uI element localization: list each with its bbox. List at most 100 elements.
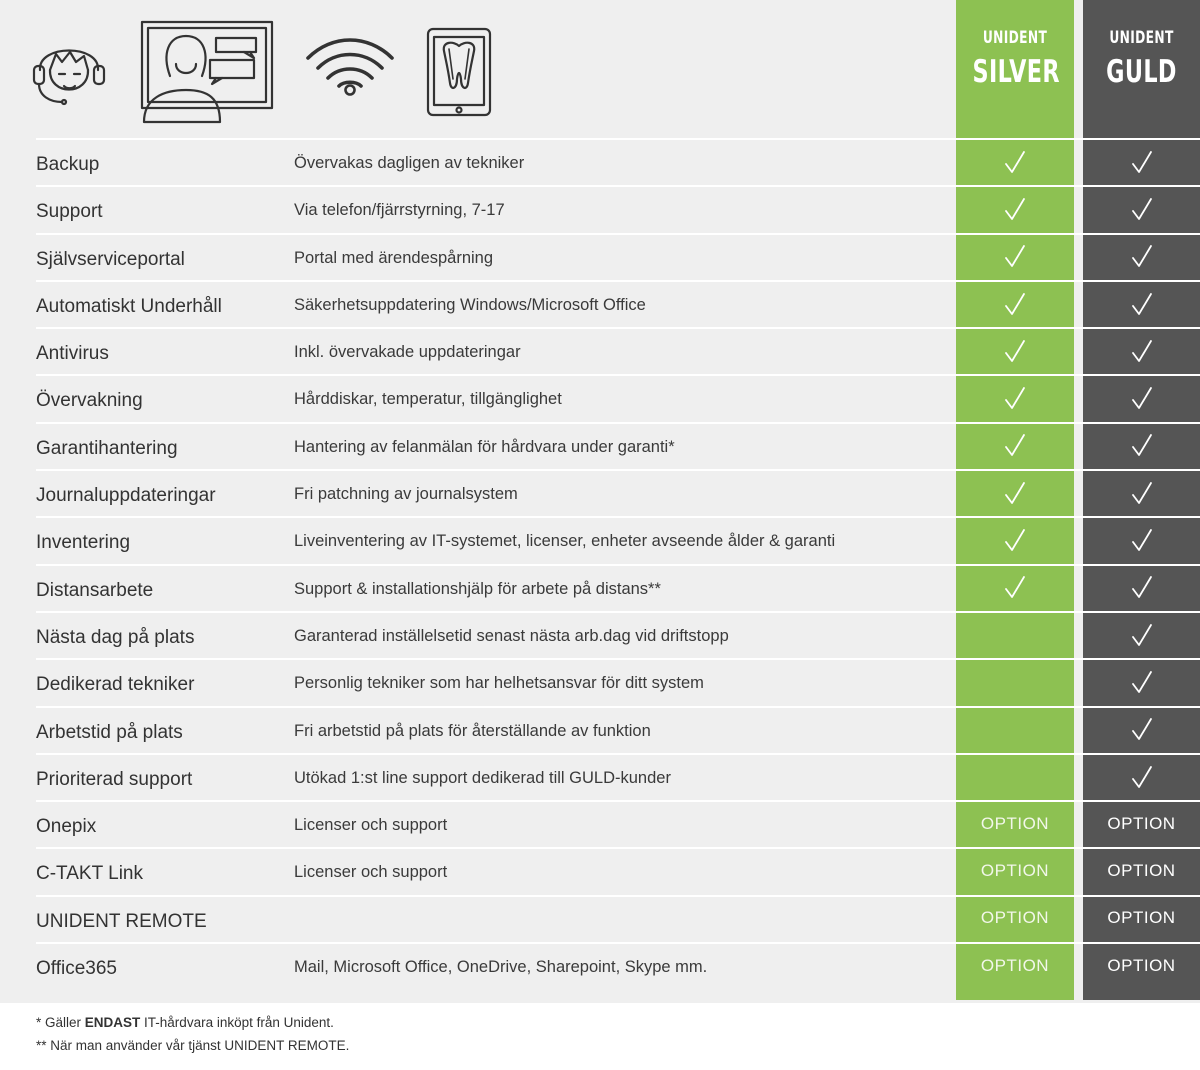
silver-check-icon <box>956 138 1074 185</box>
feature-name: Support <box>36 201 103 223</box>
feature-name: Prioriterad support <box>36 768 193 790</box>
silver-empty-cell <box>956 611 1074 658</box>
guld-check-icon <box>1083 469 1200 516</box>
silver-option-label: OPTION <box>980 955 1050 975</box>
guld-check-icon <box>1083 138 1200 185</box>
silver-check-icon <box>956 233 1074 280</box>
feature-description: Portal med ärendespårning <box>294 248 494 267</box>
table-row: Inventering Liveinventering av IT-systeme… <box>0 516 1200 563</box>
feature-name: Antivirus <box>36 343 109 365</box>
table-row: Automatiskt Underhåll Säkerhetsuppdaterin… <box>0 279 1200 327</box>
feature-name: UNIDENT REMOTE <box>36 910 207 932</box>
silver-option-label: OPTION <box>980 861 1050 881</box>
silver-cell: OPTION <box>956 847 1074 894</box>
silver-check-icon <box>956 516 1074 563</box>
feature-name: Nästa dag på plats <box>36 626 195 648</box>
guld-check-icon <box>1083 564 1200 611</box>
feature-description: Licenser och support <box>294 816 448 835</box>
table-row: Prioriterad support Utökad 1:st line supp… <box>0 752 1200 800</box>
silver-empty-cell <box>956 658 1074 705</box>
footnote-1-suffix: IT-hårdvara inköpt från Unident. <box>140 1015 334 1030</box>
silver-check-icon <box>956 469 1074 516</box>
guld-check-icon <box>1083 327 1200 374</box>
feature-description: Fri patchning av journalsystem <box>294 485 518 504</box>
guld-cell: OPTION <box>1083 895 1200 942</box>
table-row: Distansarbete Support & installationshjäl… <box>0 563 1200 611</box>
guld-check-icon <box>1083 185 1200 232</box>
silver-plan-header: UNIDENT SILVER <box>972 28 1060 90</box>
silver-tier: SILVER <box>972 54 1060 90</box>
guld-check-icon <box>1083 753 1200 800</box>
feature-table: Backup Övervakas dagligen av tekniker Supp… <box>0 138 1200 989</box>
video-chat-icon <box>140 20 274 124</box>
table-row: Backup Övervakas dagligen av tekniker <box>0 138 1200 185</box>
guld-plan-header: UNIDENT GULD <box>1099 28 1183 90</box>
footnotes: * Gäller ENDAST IT-hårdvara inköpt från … <box>36 1015 349 1061</box>
table-row: Övervakning Hårddiskar, temperatur, tillg… <box>0 374 1200 421</box>
wifi-icon <box>306 38 394 96</box>
guld-check-icon <box>1083 658 1200 705</box>
feature-name: Distansarbete <box>36 579 154 601</box>
table-row: Självserviceportal Portal med ärendespårn… <box>0 232 1200 280</box>
guld-brand: UNIDENT <box>1109 28 1174 48</box>
feature-name: Självserviceportal <box>36 248 185 270</box>
feature-description: Hantering av felanmälan för hårdvara und… <box>294 437 675 456</box>
silver-check-icon <box>956 327 1074 374</box>
guld-check-icon <box>1083 611 1200 658</box>
feature-description: Garanterad inställelsetid senast nästa a… <box>294 626 729 645</box>
footnote-1-bold: ENDAST <box>84 1015 141 1030</box>
feature-description: Via telefon/fjärrstyrning, 7-17 <box>294 201 505 220</box>
feature-description: Liveinventering av IT-systemet, licenser… <box>294 532 836 551</box>
table-row: Arbetstid på plats Fri arbetstid på plats… <box>0 705 1200 753</box>
silver-cell: OPTION <box>956 800 1074 847</box>
feature-name: Automatiskt Underhåll <box>36 295 222 317</box>
feature-description: Inkl. övervakade uppdateringar <box>294 343 521 362</box>
silver-check-icon <box>956 185 1074 232</box>
table-row: Support Via telefon/fjärrstyrning, 7-17 <box>0 185 1200 232</box>
silver-empty-cell <box>956 706 1074 753</box>
table-row: Dedikerad tekniker Personlig tekniker som… <box>0 658 1200 705</box>
feature-name: Övervakning <box>36 390 143 412</box>
header-icons <box>0 0 940 138</box>
feature-name: Journaluppdateringar <box>36 485 216 507</box>
feature-description: Licenser och support <box>294 863 448 882</box>
guld-cell: OPTION <box>1083 800 1200 847</box>
feature-name: Onepix <box>36 816 97 838</box>
silver-empty-cell <box>956 753 1074 800</box>
silver-check-icon <box>956 374 1074 421</box>
footnote-1: * Gäller ENDAST IT-hårdvara inköpt från … <box>36 1015 349 1030</box>
table-row: Journaluppdateringar Fri patchning av jou… <box>0 469 1200 516</box>
feature-description: Fri arbetstid på plats för återställande… <box>294 721 651 740</box>
feature-name: Inventering <box>36 532 131 554</box>
guld-check-icon <box>1083 233 1200 280</box>
guld-option-label: OPTION <box>1107 861 1176 881</box>
table-row: Office365 Mail, Microsoft Office, OneDriv… <box>0 942 1200 989</box>
feature-description: Personlig tekniker som har helhetsansvar… <box>294 674 704 693</box>
silver-check-icon <box>956 422 1074 469</box>
feature-name: Backup <box>36 154 100 175</box>
feature-name: Arbetstid på plats <box>36 721 183 743</box>
footnote-1-prefix: * Gäller <box>36 1015 85 1030</box>
table-row: Onepix Licenser och support OPTION OPTION <box>0 800 1200 847</box>
silver-option-label: OPTION <box>980 908 1050 928</box>
feature-description: Utökad 1:st line support dedikerad till … <box>294 768 671 787</box>
feature-name: Garantihantering <box>36 437 178 459</box>
guld-tier: GULD <box>1106 54 1177 90</box>
feature-description: Övervakas dagligen av tekniker <box>294 154 525 172</box>
feature-name: C-TAKT Link <box>36 863 143 885</box>
silver-option-label: OPTION <box>980 813 1050 833</box>
feature-name: Dedikerad tekniker <box>36 674 195 696</box>
table-row: UNIDENT REMOTE OPTION OPTION <box>0 894 1200 942</box>
feature-description: Hårddiskar, temperatur, tillgänglighet <box>294 390 562 409</box>
feature-description: Support & installationshjälp för arbete … <box>294 579 661 598</box>
silver-brand: UNIDENT <box>982 28 1048 48</box>
guld-cell: OPTION <box>1083 942 1200 989</box>
feature-description: Säkerhetsuppdatering Windows/Microsoft O… <box>294 295 646 314</box>
guld-check-icon <box>1083 280 1200 327</box>
guld-option-label: OPTION <box>1107 955 1176 975</box>
silver-check-icon <box>956 280 1074 327</box>
guld-cell: OPTION <box>1083 847 1200 894</box>
guld-check-icon <box>1083 374 1200 421</box>
guld-check-icon <box>1083 706 1200 753</box>
headset-support-icon <box>32 49 106 106</box>
